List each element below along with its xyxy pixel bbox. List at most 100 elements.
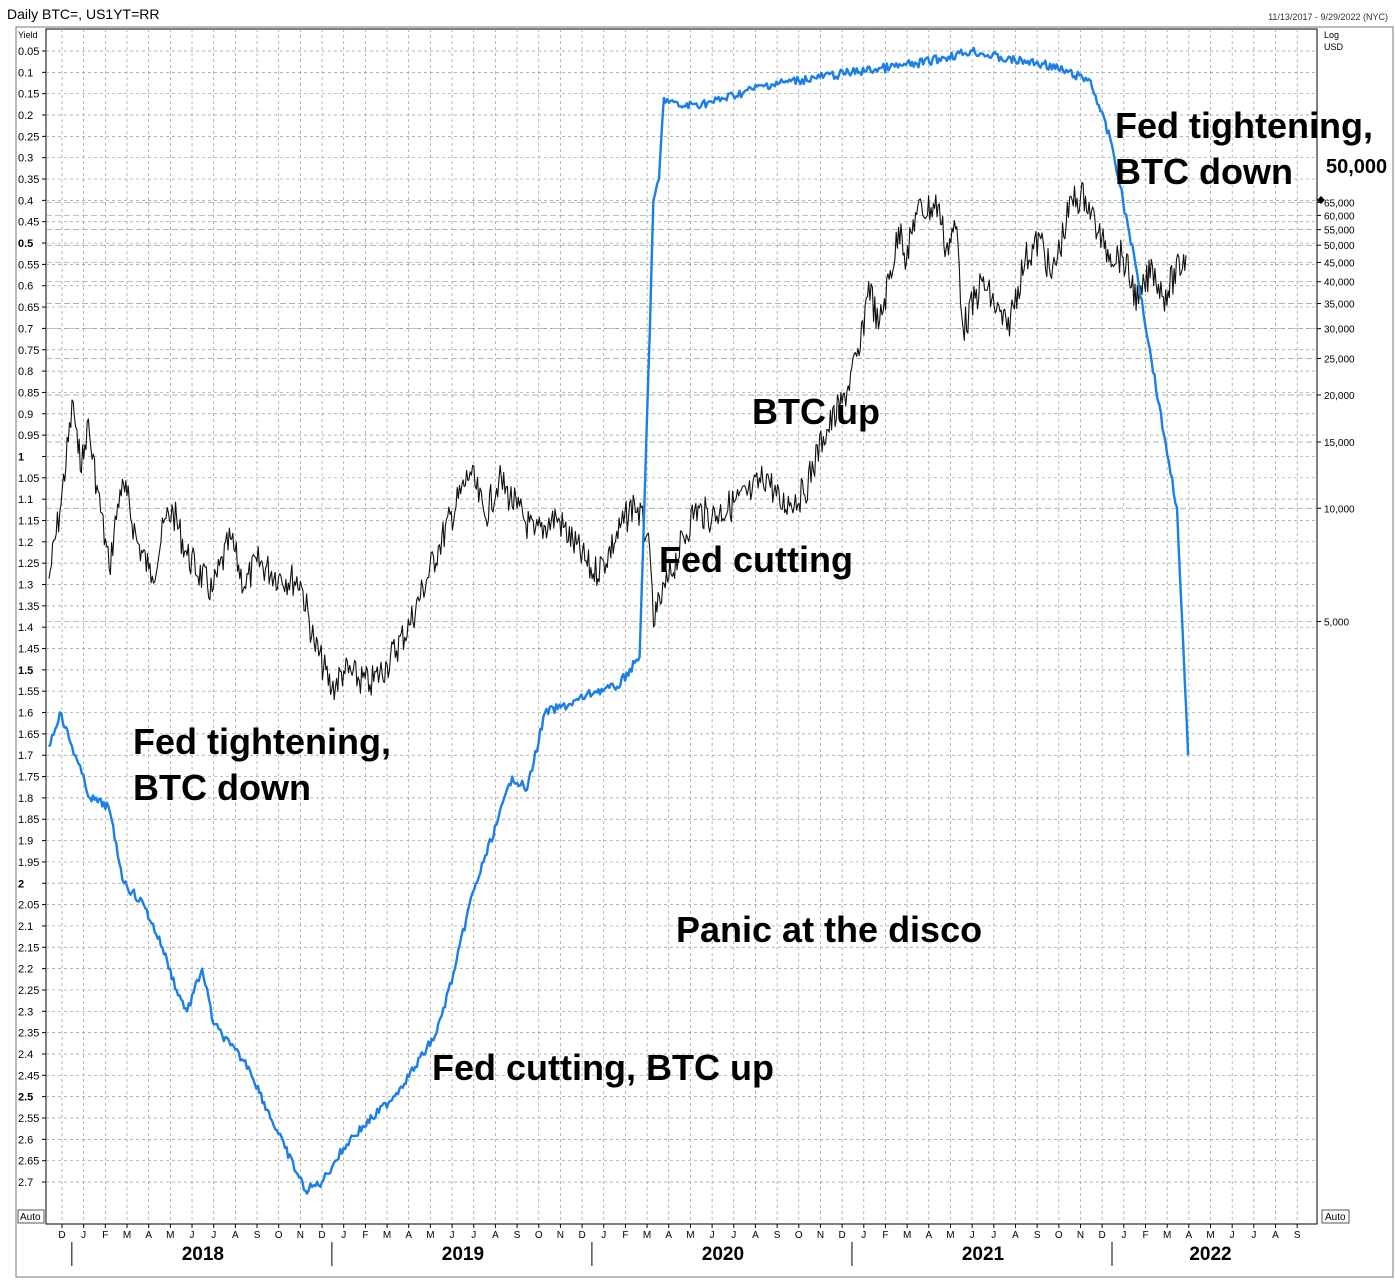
annotation-panic-at-the-disco: Panic at the disco (676, 909, 982, 950)
left-tick-label: 1.7 (18, 750, 33, 762)
annotation-fed-cutting-btc-up: Fed cutting, BTC up (432, 1047, 774, 1088)
left-tick-label: 1.65 (18, 729, 39, 741)
left-tick-label: 1.4 (18, 622, 33, 634)
date-range: 11/13/2017 - 9/29/2022 (NYC) (1268, 12, 1388, 22)
left-tick-label: 2.7 (18, 1177, 33, 1189)
left-tick-label: 0.5 (18, 238, 33, 250)
month-label: J (1121, 1230, 1126, 1241)
month-label: D (58, 1230, 65, 1241)
left-tick-label: 0.95 (18, 430, 39, 442)
left-tick-label: 0.8 (18, 366, 33, 378)
outer-frame (15, 26, 1394, 1278)
month-label: A (665, 1230, 672, 1241)
left-tick-label: 1.45 (18, 644, 39, 656)
month-label: M (1163, 1230, 1171, 1241)
left-tick-label: 0.45 (18, 217, 39, 229)
month-label: N (1077, 1230, 1084, 1241)
left-tick-label: 1.2 (18, 537, 33, 549)
month-label: M (123, 1230, 131, 1241)
right-tick-label: 15,000 (1324, 438, 1355, 449)
us1y-yield-series (47, 46, 1190, 1195)
month-label: D (1099, 1230, 1106, 1241)
right-axis-scale: Log (1324, 30, 1339, 40)
month-label: F (622, 1230, 628, 1241)
right-tick-label: 50,000 (1324, 241, 1355, 252)
left-tick-label: 2.5 (18, 1092, 33, 1104)
annotation-fed-tightening-2022-line1: Fed tightening, (1115, 105, 1373, 146)
left-axis: 0.05 0.1 0.15 0.2 0.25 0.3 0.35 0.4 0.45 0.5 0.55 0… (18, 46, 46, 1189)
left-tick-label: 0.85 (18, 387, 39, 399)
left-tick-label: 0.55 (18, 259, 39, 271)
left-axis-unit: Yield (18, 30, 38, 40)
month-label: J (450, 1230, 455, 1241)
month-label: A (925, 1230, 932, 1241)
month-label: A (405, 1230, 412, 1241)
month-label: A (1012, 1230, 1019, 1241)
month-label: M (426, 1230, 434, 1241)
left-tick-label: 0.75 (18, 345, 39, 357)
left-tick-label: 0.3 (18, 153, 33, 165)
month-label: M (1206, 1230, 1214, 1241)
annotations: Fed tightening, BTC down Fed cutting, BT… (133, 105, 1373, 1088)
left-auto-label: Auto (20, 1212, 41, 1223)
left-auto-button[interactable]: Auto (17, 1209, 45, 1224)
left-tick-label: 0.4 (18, 195, 33, 207)
left-tick-label: 2.55 (18, 1113, 39, 1125)
current-price-marker (1317, 196, 1325, 204)
left-tick-label: 1.6 (18, 708, 33, 720)
left-tick-label: 1.8 (18, 793, 33, 805)
chart-title: Daily BTC=, US1YT=RR (7, 6, 159, 22)
right-tick-label: 25,000 (1324, 355, 1355, 366)
left-tick-label: 0.65 (18, 302, 39, 314)
month-label: O (535, 1230, 543, 1241)
left-tick-label: 1.3 (18, 580, 33, 592)
left-tick-label: 0.2 (18, 110, 33, 122)
right-auto-button[interactable]: Auto (1321, 1209, 1350, 1224)
left-tick-label: 2.2 (18, 964, 33, 976)
left-tick-label: 0.25 (18, 131, 39, 143)
x-axis-years: 2018 2019 2020 2021 2022 (71, 1242, 1232, 1266)
year-label: 2020 (702, 1244, 744, 1265)
month-label: A (1186, 1230, 1193, 1241)
right-tick-label: 55,000 (1324, 226, 1355, 237)
left-tick-label: 1.25 (18, 558, 39, 570)
month-label: N (557, 1230, 564, 1241)
month-label: J (1251, 1230, 1256, 1241)
month-label: F (102, 1230, 108, 1241)
right-tick-label: 35,000 (1324, 300, 1355, 311)
month-label: A (232, 1230, 239, 1241)
right-tick-label: 65,000 (1324, 198, 1355, 209)
left-tick-label: 2.1 (18, 921, 33, 933)
right-tick-label: 40,000 (1324, 278, 1355, 289)
month-label: N (817, 1230, 824, 1241)
annotation-fed-tightening-2022-line2: BTC down (1115, 151, 1293, 192)
annotation-fed-tightening-2018-line2: BTC down (133, 767, 311, 808)
right-tick-label: 10,000 (1324, 504, 1355, 515)
month-label: D (578, 1230, 585, 1241)
month-label: O (275, 1230, 283, 1241)
left-tick-label: 2.35 (18, 1028, 39, 1040)
left-tick-label: 2.3 (18, 1006, 33, 1018)
month-label: J (731, 1230, 736, 1241)
btc-price-series (48, 181, 1187, 701)
current-price-label: 50,000 (1326, 156, 1387, 178)
month-label: O (795, 1230, 803, 1241)
right-axis: 65,000 60,000 55,000 50,000 45,000 40,000 35,0… (1317, 198, 1355, 629)
left-tick-label: 2.6 (18, 1134, 33, 1146)
right-tick-label: 45,000 (1324, 258, 1355, 269)
left-tick-label: 2.05 (18, 900, 39, 912)
month-label: J (190, 1230, 195, 1241)
left-tick-label: 0.15 (18, 89, 39, 101)
month-label: S (1034, 1230, 1041, 1241)
right-tick-label: 30,000 (1324, 325, 1355, 336)
left-tick-label: 1.05 (18, 473, 39, 485)
left-tick-label: 1.5 (18, 665, 33, 677)
right-tick-label: 20,000 (1324, 391, 1355, 402)
month-label: J (970, 1230, 975, 1241)
month-label: M (383, 1230, 391, 1241)
left-tick-label: 1.75 (18, 772, 39, 784)
left-tick-label: 0.9 (18, 409, 33, 421)
month-label: F (882, 1230, 888, 1241)
